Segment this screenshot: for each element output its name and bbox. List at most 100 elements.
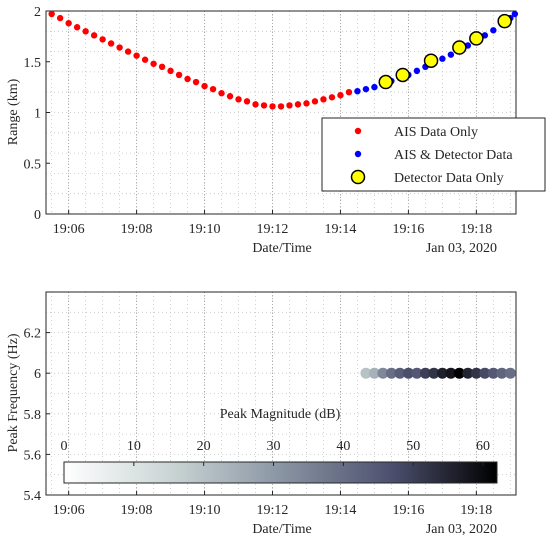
- detector-point: [469, 31, 484, 46]
- frequency-point: [419, 367, 431, 379]
- detector-point: [497, 13, 512, 29]
- range-legend: AIS Data Only AIS & Detector Data Detect…: [321, 117, 546, 192]
- frequency-points: [360, 367, 516, 379]
- legend-marker-detector: [350, 169, 366, 185]
- legend-label-ais: AIS Data Only: [394, 125, 478, 140]
- ais-detector-point: [447, 51, 455, 58]
- colorbar: Peak Magnitude (dB) 0 10 20 30 40 50 60: [61, 407, 498, 484]
- frequency-x-tick-label: 19:08: [121, 503, 153, 518]
- ais-point: [124, 48, 132, 55]
- frequency-y-tick-label: 6.2: [24, 327, 42, 342]
- legend-label-detector: Detector Data Only: [394, 171, 504, 186]
- range-x-tick-label: 19:10: [189, 222, 221, 237]
- detector-point: [452, 40, 467, 55]
- frequency-y-ticks: 5.4 5.6 5.8 6 6.2: [24, 327, 50, 504]
- frequency-point: [496, 367, 508, 379]
- frequency-x-ticks: 19:06 19:08 19:10 19:12 19:14 19:16 19:18: [53, 491, 492, 518]
- range-x-tick-label: 19:16: [392, 222, 424, 237]
- colorbar-title: Peak Magnitude (dB): [220, 407, 341, 422]
- frequency-point: [428, 367, 440, 379]
- range-x-ticks: 19:06 19:08 19:10 19:12 19:14 19:16 19:18: [53, 210, 492, 237]
- colorbar-tick-label: 20: [197, 439, 211, 454]
- ais-detector-point: [413, 67, 421, 75]
- range-y-tick-label: 1: [34, 107, 41, 122]
- ais-point: [226, 93, 234, 100]
- frequency-x-tick-label: 19:16: [392, 503, 424, 518]
- legend-label-ais-detector: AIS & Detector Data: [394, 148, 513, 163]
- colorbar-tick-label: 60: [476, 439, 490, 454]
- colorbar-tick-label: 0: [61, 439, 68, 454]
- ais-point: [116, 44, 123, 51]
- range-y-tick-label: 0: [34, 208, 41, 223]
- frequency-point: [445, 367, 457, 379]
- ais-point: [218, 90, 225, 97]
- ais-point: [277, 103, 285, 110]
- colorbar-tick-label: 50: [406, 439, 420, 454]
- ais-detector-point: [371, 83, 378, 91]
- frequency-point: [394, 367, 406, 379]
- ais-point: [133, 52, 140, 59]
- range-y-ticks: 0 0.5 1 1.5 2: [24, 5, 50, 223]
- ais-point: [90, 32, 98, 39]
- frequency-point: [377, 367, 389, 379]
- ais-point: [303, 100, 310, 107]
- frequency-x-tick-label: 19:10: [189, 503, 221, 518]
- legend-marker-ais-detector: [354, 150, 362, 158]
- detector-point: [395, 67, 410, 83]
- range-y-tick-label: 0.5: [24, 157, 42, 172]
- ais-point: [56, 14, 64, 22]
- ais-point: [158, 63, 166, 71]
- colorbar-tick-label: 10: [127, 439, 141, 454]
- ais-point: [192, 78, 200, 86]
- colorbar-tick-label: 40: [336, 439, 350, 454]
- frequency-date-note: Jan 03, 2020: [426, 522, 497, 537]
- frequency-point: [487, 367, 499, 379]
- frequency-point: [453, 367, 465, 379]
- range-y-tick-label: 2: [34, 5, 41, 20]
- range-x-tick-label: 19:14: [325, 222, 357, 237]
- ais-point: [269, 103, 276, 110]
- range-x-axis-label: Date/Time: [252, 241, 311, 256]
- frequency-point: [360, 367, 372, 379]
- frequency-x-tick-label: 19:12: [257, 503, 289, 518]
- ais-point: [184, 75, 191, 83]
- range-x-tick-label: 19:12: [257, 222, 289, 237]
- range-date-note: Jan 03, 2020: [426, 241, 497, 256]
- frequency-point: [368, 367, 380, 379]
- ais-point: [167, 67, 174, 75]
- ais-point: [175, 71, 183, 79]
- frequency-x-tick-label: 19:06: [53, 503, 85, 518]
- frequency-point: [385, 367, 397, 379]
- ais-point: [201, 82, 208, 90]
- ais-point: [48, 10, 55, 18]
- frequency-point: [479, 367, 491, 379]
- ais-point: [150, 60, 157, 67]
- ais-detector-point: [511, 10, 519, 18]
- legend-marker-ais: [354, 127, 362, 135]
- frequency-y-tick-label: 6: [34, 367, 41, 382]
- ais-detector-point: [490, 27, 497, 34]
- frequency-chart: 19:06 19:08 19:10 19:12 19:14 19:16 19:18 5.45…: [6, 291, 517, 537]
- frequency-plot-frame: [45, 291, 517, 496]
- detector-point: [378, 74, 394, 90]
- ais-point: [209, 85, 217, 93]
- frequency-x-tick-label: 19:18: [460, 503, 492, 518]
- frequency-point: [402, 367, 414, 379]
- frequency-point: [504, 367, 516, 379]
- frequency-x-axis-label: Date/Time: [252, 522, 311, 537]
- ais-point: [337, 92, 344, 99]
- ais-point: [260, 102, 268, 109]
- range-y-tick-label: 1.5: [24, 56, 42, 71]
- colorbar-ticks: 0 10 20 30 40 50 60: [61, 439, 490, 466]
- range-points: [48, 10, 519, 110]
- ais-point: [107, 40, 115, 47]
- frequency-y-axis-label: Peak Frequency (Hz): [6, 333, 21, 452]
- frequency-point: [436, 367, 448, 379]
- ais-detector-point: [439, 55, 446, 62]
- ais-point: [99, 36, 106, 43]
- frequency-grid: [46, 292, 516, 495]
- ais-point: [294, 101, 302, 108]
- ais-point: [141, 56, 149, 63]
- ais-point: [73, 24, 81, 31]
